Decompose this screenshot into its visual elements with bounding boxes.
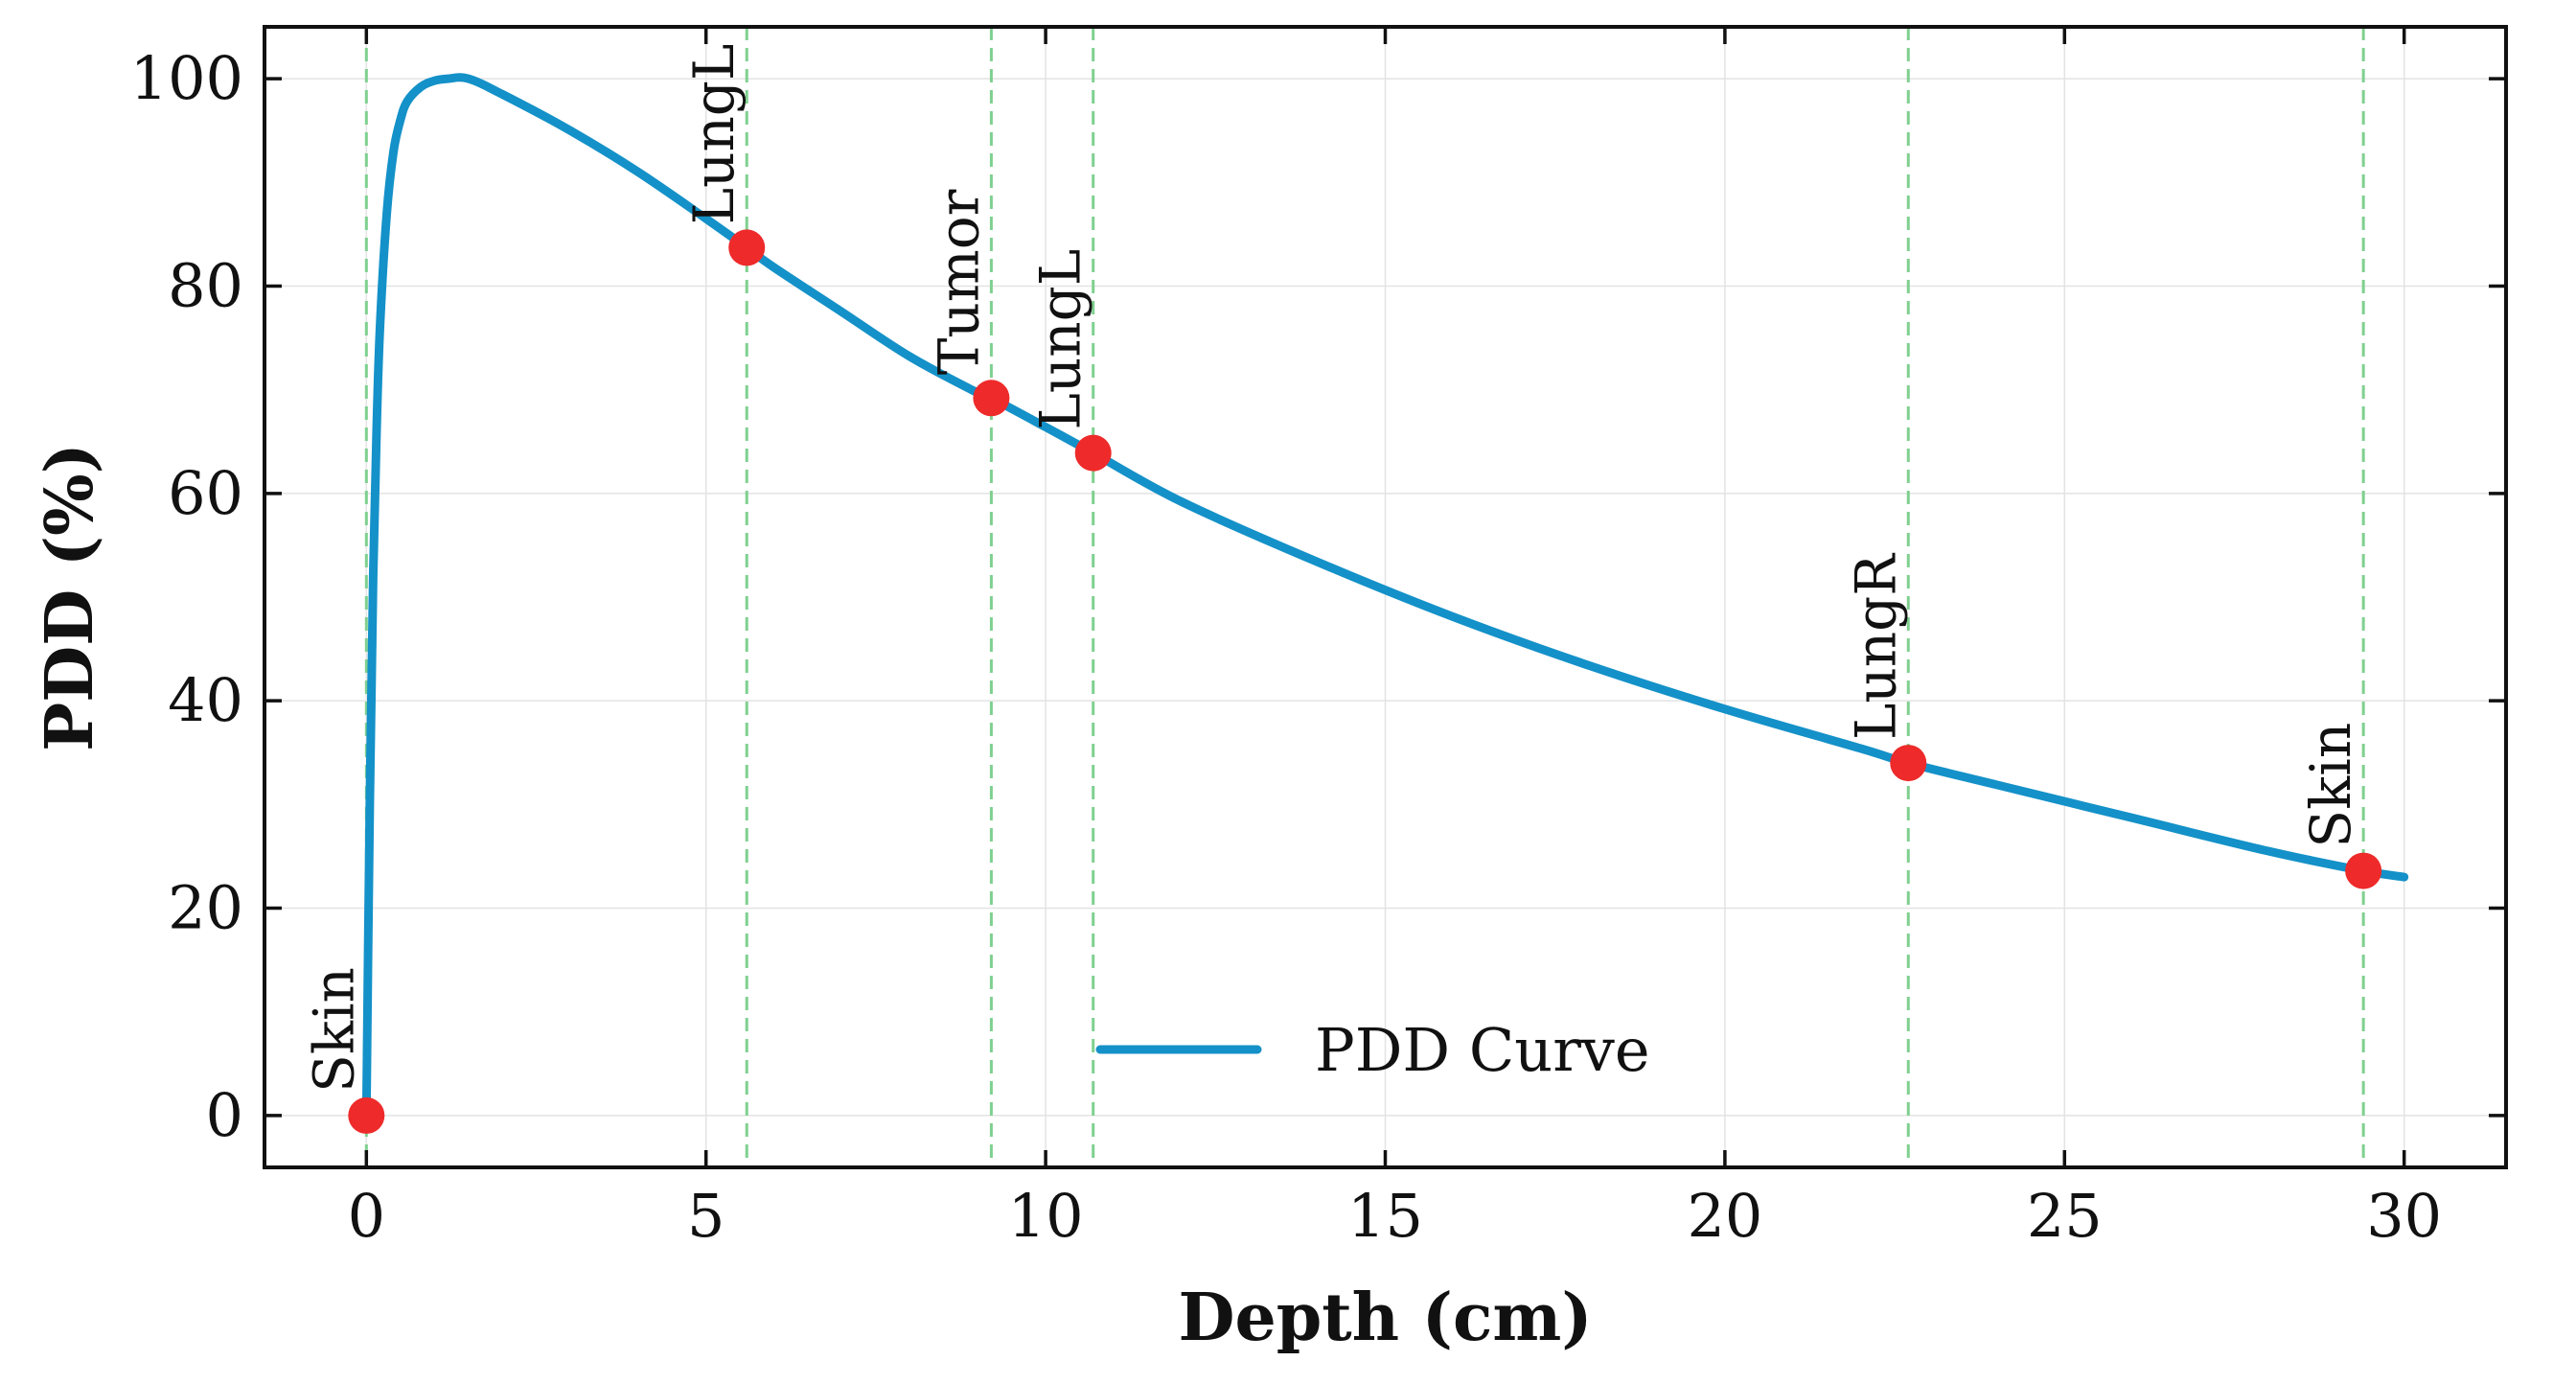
y-tick-label: 0 bbox=[206, 1080, 243, 1150]
legend: PDD Curve bbox=[1095, 1015, 1650, 1085]
marker-point bbox=[973, 380, 1010, 417]
legend-label: PDD Curve bbox=[1315, 1015, 1650, 1085]
x-tick-label: 25 bbox=[2027, 1181, 2103, 1251]
y-axis-title: PDD (%) bbox=[32, 443, 108, 751]
x-tick-label: 0 bbox=[348, 1181, 385, 1251]
grid-lines bbox=[264, 27, 2506, 1167]
x-tick-label: 15 bbox=[1347, 1181, 1423, 1251]
marker-point bbox=[1890, 745, 1927, 782]
x-tick-label: 30 bbox=[2366, 1181, 2442, 1251]
marker-label: Skin bbox=[301, 967, 366, 1093]
pdd-curve-line bbox=[361, 73, 2409, 1120]
pdd-curve-layer bbox=[361, 73, 2409, 1120]
marker-label: LungR bbox=[1843, 552, 1908, 740]
x-tick-label: 5 bbox=[687, 1181, 724, 1251]
y-tick-label: 40 bbox=[168, 665, 243, 735]
marker-label: LungL bbox=[681, 44, 747, 225]
y-tick-label: 20 bbox=[168, 873, 243, 943]
marker-label: Tumor bbox=[926, 189, 991, 375]
marker-point bbox=[348, 1096, 385, 1134]
y-tick-label: 80 bbox=[168, 250, 243, 320]
x-axis-title: Depth (cm) bbox=[1178, 1280, 1592, 1356]
x-tick-label: 20 bbox=[1687, 1181, 1762, 1251]
x-tick-label: 10 bbox=[1008, 1181, 1084, 1251]
axis-ticks: 0 5 10 15 20 25 30 0 20 40 60 80 100 bbox=[130, 27, 2506, 1251]
marker-labels: Skin LungL Tumor LungL LungR Skin bbox=[301, 44, 2363, 1093]
y-tick-label: 60 bbox=[168, 458, 243, 528]
marker-label: LungL bbox=[1028, 249, 1093, 430]
marker-point bbox=[1074, 434, 1112, 472]
y-tick-label: 100 bbox=[130, 43, 243, 113]
marker-label: Skin bbox=[2298, 723, 2363, 848]
marker-point bbox=[728, 229, 766, 266]
marker-point bbox=[2345, 852, 2382, 889]
marker-points bbox=[348, 229, 2382, 1134]
